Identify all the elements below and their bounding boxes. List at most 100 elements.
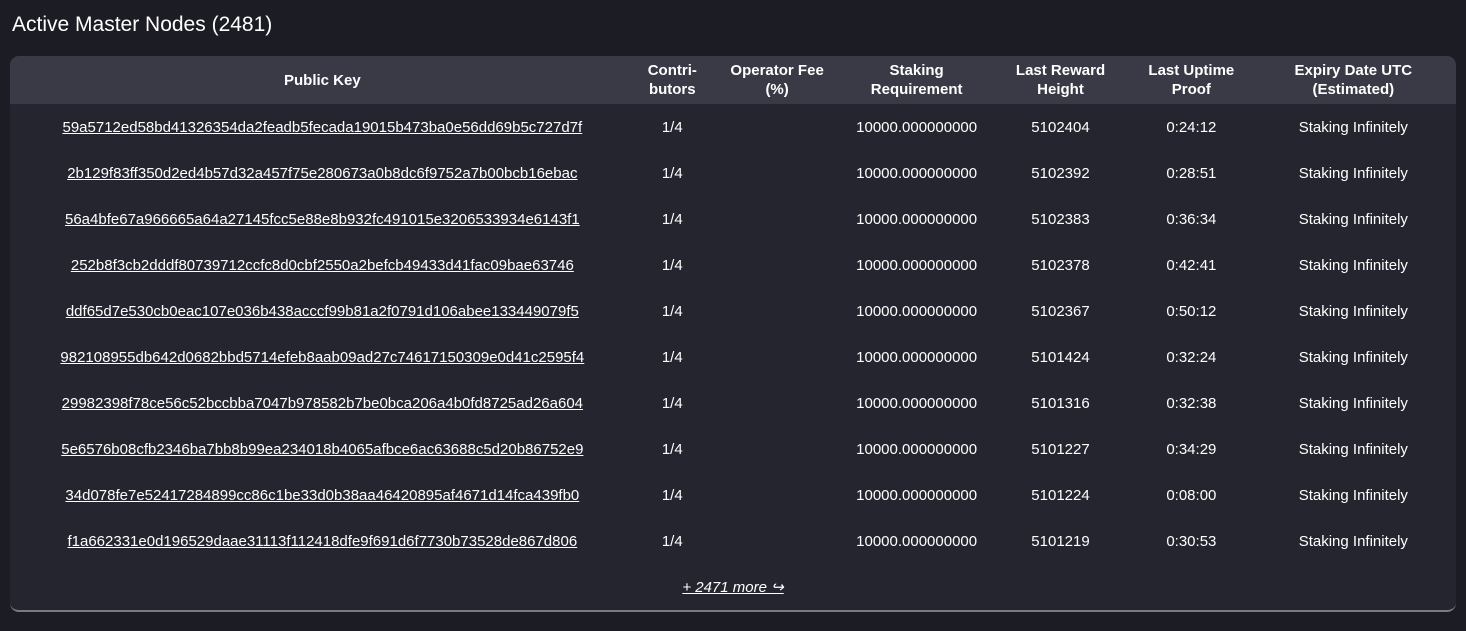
header-public-key: Public Key bbox=[283, 71, 361, 89]
contributors-cell: 1/4 bbox=[661, 302, 683, 320]
table-row: 2b129f83ff350d2ed4b57d32a457f75e280673a0… bbox=[10, 150, 1456, 196]
contributors-cell: 1/4 bbox=[661, 348, 683, 366]
last-reward-height-cell: 5102367 bbox=[1031, 302, 1090, 320]
public-key-link[interactable]: 29982398f78ce56c52bccbba7047b978582b7be0… bbox=[61, 394, 584, 412]
public-key-cell: f1a662331e0d196529daae31113f112418dfe9f6… bbox=[10, 518, 635, 564]
operator-fee-cell bbox=[710, 150, 844, 196]
expiry-date-cell: Staking Infinitely bbox=[1298, 532, 1408, 550]
master-nodes-table: Public Key Contri- butors Operator Fee (… bbox=[10, 56, 1456, 610]
public-key-cell: 56a4bfe67a966665a64a27145fcc5e88e8b932fc… bbox=[10, 196, 635, 242]
operator-fee-cell bbox=[710, 196, 844, 242]
last-uptime-proof-cell: 0:50:12 bbox=[1166, 302, 1217, 320]
staking-requirement-cell: 10000.000000000 bbox=[856, 302, 978, 320]
public-key-link[interactable]: 982108955db642d0682bbd5714efeb8aab09ad27… bbox=[60, 348, 585, 366]
public-key-link[interactable]: 2b129f83ff350d2ed4b57d32a457f75e280673a0… bbox=[67, 164, 578, 182]
public-key-cell: 2b129f83ff350d2ed4b57d32a457f75e280673a0… bbox=[10, 150, 635, 196]
operator-fee-cell bbox=[710, 104, 844, 150]
last-reward-height-cell: 5102392 bbox=[1031, 164, 1090, 182]
last-reward-height-cell: 5101219 bbox=[1031, 532, 1090, 550]
table-row: 56a4bfe67a966665a64a27145fcc5e88e8b932fc… bbox=[10, 196, 1456, 242]
staking-requirement-cell: 10000.000000000 bbox=[856, 532, 978, 550]
expiry-date-cell: Staking Infinitely bbox=[1298, 302, 1408, 320]
table-row: 252b8f3cb2dddf80739712ccfc8d0cbf2550a2be… bbox=[10, 242, 1456, 288]
staking-requirement-cell: 10000.000000000 bbox=[856, 486, 978, 504]
expiry-date-cell: Staking Infinitely bbox=[1298, 210, 1408, 228]
table-row: f1a662331e0d196529daae31113f112418dfe9f6… bbox=[10, 518, 1456, 564]
table-body: 59a5712ed58bd41326354da2feadb5fecada1901… bbox=[10, 104, 1456, 564]
header-operator-fee: Operator Fee (%) bbox=[730, 62, 824, 99]
last-uptime-proof-cell: 0:28:51 bbox=[1166, 164, 1217, 182]
public-key-cell: 34d078fe7e52417284899cc86c1be33d0b38aa46… bbox=[10, 472, 635, 518]
public-key-cell: 252b8f3cb2dddf80739712ccfc8d0cbf2550a2be… bbox=[10, 242, 635, 288]
public-key-link[interactable]: 252b8f3cb2dddf80739712ccfc8d0cbf2550a2be… bbox=[70, 256, 574, 274]
public-key-cell: ddf65d7e530cb0eac107e036b438acccf99b81a2… bbox=[10, 288, 635, 334]
staking-requirement-cell: 10000.000000000 bbox=[856, 118, 978, 136]
public-key-link[interactable]: ddf65d7e530cb0eac107e036b438acccf99b81a2… bbox=[65, 302, 579, 320]
public-key-link[interactable]: f1a662331e0d196529daae31113f112418dfe9f6… bbox=[67, 532, 578, 550]
expiry-date-cell: Staking Infinitely bbox=[1298, 118, 1408, 136]
last-uptime-proof-cell: 0:34:29 bbox=[1166, 440, 1217, 458]
table-footer-row: + 2471 more ↪ bbox=[10, 564, 1456, 610]
expiry-date-cell: Staking Infinitely bbox=[1298, 394, 1408, 412]
last-uptime-proof-cell: 0:42:41 bbox=[1166, 256, 1217, 274]
public-key-link[interactable]: 34d078fe7e52417284899cc86c1be33d0b38aa46… bbox=[65, 486, 580, 504]
public-key-cell: 5e6576b08cfb2346ba7bb8b99ea234018b4065af… bbox=[10, 426, 635, 472]
header-contributors: Contri- butors bbox=[647, 62, 697, 99]
last-reward-height-cell: 5102383 bbox=[1031, 210, 1090, 228]
last-uptime-proof-cell: 0:36:34 bbox=[1166, 210, 1217, 228]
last-reward-height-cell: 5101316 bbox=[1031, 394, 1090, 412]
table-row: ddf65d7e530cb0eac107e036b438acccf99b81a2… bbox=[10, 288, 1456, 334]
contributors-cell: 1/4 bbox=[661, 394, 683, 412]
contributors-cell: 1/4 bbox=[661, 532, 683, 550]
page-title: Active Master Nodes (2481) bbox=[12, 13, 273, 36]
header-staking-requirement: Staking Requirement bbox=[870, 62, 963, 99]
last-uptime-proof-cell: 0:30:53 bbox=[1166, 532, 1217, 550]
staking-requirement-cell: 10000.000000000 bbox=[856, 256, 978, 274]
table-row: 982108955db642d0682bbd5714efeb8aab09ad27… bbox=[10, 334, 1456, 380]
contributors-cell: 1/4 bbox=[661, 164, 683, 182]
header-expiry-date: Expiry Date UTC (Estimated) bbox=[1294, 62, 1413, 99]
table-row: 59a5712ed58bd41326354da2feadb5fecada1901… bbox=[10, 104, 1456, 150]
header-last-uptime-proof: Last Uptime Proof bbox=[1148, 62, 1235, 99]
expiry-date-cell: Staking Infinitely bbox=[1298, 440, 1408, 458]
expiry-date-cell: Staking Infinitely bbox=[1298, 486, 1408, 504]
last-reward-height-cell: 5102378 bbox=[1031, 256, 1090, 274]
staking-requirement-cell: 10000.000000000 bbox=[856, 348, 978, 366]
more-cell: + 2471 more ↪ bbox=[10, 564, 1456, 610]
last-reward-height-cell: 5102404 bbox=[1031, 118, 1090, 136]
last-reward-height-cell: 5101227 bbox=[1031, 440, 1090, 458]
public-key-cell: 982108955db642d0682bbd5714efeb8aab09ad27… bbox=[10, 334, 635, 380]
expiry-date-cell: Staking Infinitely bbox=[1298, 164, 1408, 182]
staking-requirement-cell: 10000.000000000 bbox=[856, 440, 978, 458]
table-row: 29982398f78ce56c52bccbba7047b978582b7be0… bbox=[10, 380, 1456, 426]
last-reward-height-cell: 5101424 bbox=[1031, 348, 1090, 366]
operator-fee-cell bbox=[710, 242, 844, 288]
staking-requirement-cell: 10000.000000000 bbox=[856, 394, 978, 412]
expiry-date-cell: Staking Infinitely bbox=[1298, 256, 1408, 274]
operator-fee-cell bbox=[710, 334, 844, 380]
operator-fee-cell bbox=[710, 380, 844, 426]
contributors-cell: 1/4 bbox=[661, 486, 683, 504]
public-key-link[interactable]: 56a4bfe67a966665a64a27145fcc5e88e8b932fc… bbox=[65, 210, 580, 228]
public-key-cell: 29982398f78ce56c52bccbba7047b978582b7be0… bbox=[10, 380, 635, 426]
last-uptime-proof-cell: 0:08:00 bbox=[1166, 486, 1217, 504]
master-nodes-table-card: Public Key Contri- butors Operator Fee (… bbox=[10, 56, 1456, 613]
operator-fee-cell bbox=[710, 426, 844, 472]
contributors-cell: 1/4 bbox=[661, 440, 683, 458]
table-row: 34d078fe7e52417284899cc86c1be33d0b38aa46… bbox=[10, 472, 1456, 518]
operator-fee-cell bbox=[710, 288, 844, 334]
contributors-cell: 1/4 bbox=[661, 210, 683, 228]
staking-requirement-cell: 10000.000000000 bbox=[856, 164, 978, 182]
contributors-cell: 1/4 bbox=[661, 118, 683, 136]
last-uptime-proof-cell: 0:32:24 bbox=[1166, 348, 1217, 366]
header-last-reward-height: Last Reward Height bbox=[1015, 62, 1106, 99]
more-link[interactable]: + 2471 more ↪ bbox=[682, 579, 784, 597]
expiry-date-cell: Staking Infinitely bbox=[1298, 348, 1408, 366]
public-key-cell: 59a5712ed58bd41326354da2feadb5fecada1901… bbox=[10, 104, 635, 150]
staking-requirement-cell: 10000.000000000 bbox=[856, 210, 978, 228]
table-row: 5e6576b08cfb2346ba7bb8b99ea234018b4065af… bbox=[10, 426, 1456, 472]
public-key-link[interactable]: 59a5712ed58bd41326354da2feadb5fecada1901… bbox=[62, 118, 583, 136]
table-header-row: Public Key Contri- butors Operator Fee (… bbox=[10, 56, 1456, 105]
public-key-link[interactable]: 5e6576b08cfb2346ba7bb8b99ea234018b4065af… bbox=[61, 440, 584, 458]
operator-fee-cell bbox=[710, 518, 844, 564]
